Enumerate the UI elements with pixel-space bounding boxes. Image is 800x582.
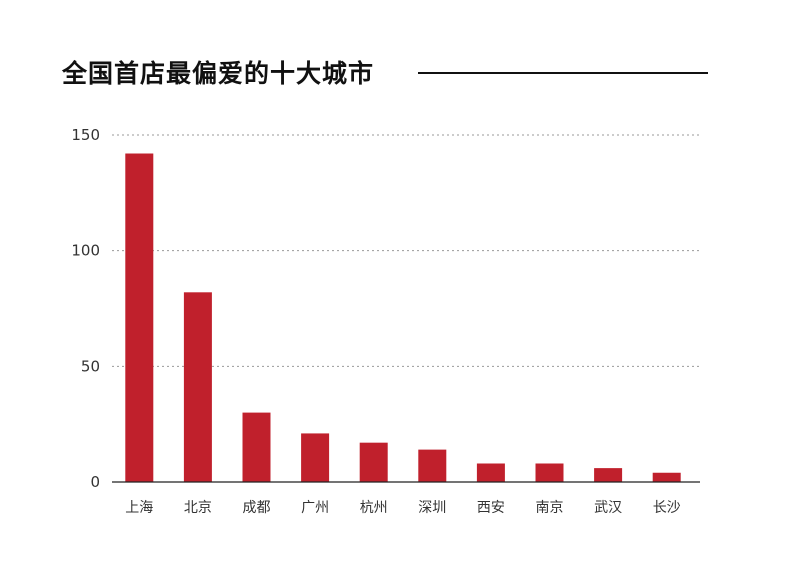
y-tick-label: 150 — [71, 126, 100, 144]
x-tick-label: 广州 — [301, 500, 329, 516]
bar — [183, 292, 212, 482]
y-tick-label: 100 — [71, 242, 100, 260]
gridlines — [112, 134, 700, 367]
x-tick-label: 深圳 — [418, 500, 446, 516]
x-tick-label: 杭州 — [360, 500, 388, 516]
chart-title: 全国首店最偏爱的十大城市 — [62, 59, 375, 88]
bar — [476, 463, 505, 482]
y-tick-label: 0 — [90, 473, 100, 491]
x-tick-label: 上海 — [125, 500, 153, 516]
bar — [418, 449, 447, 482]
y-axis-ticks: 0 50 100 150 — [71, 126, 100, 491]
bar — [359, 442, 388, 482]
x-tick-label: 西安 — [477, 500, 505, 516]
bars — [125, 153, 681, 483]
x-tick-label: 南京 — [536, 500, 564, 516]
x-tick-label: 武汉 — [594, 500, 622, 516]
bar — [535, 463, 564, 482]
x-tick-label: 长沙 — [653, 500, 681, 516]
x-axis-ticks: 上海 北京 成都 广州 杭州 深圳 西安 南京 武汉 长沙 — [125, 500, 680, 516]
bar — [652, 472, 681, 482]
y-tick-label: 50 — [81, 357, 100, 375]
bar — [301, 433, 330, 482]
x-tick-label: 北京 — [184, 500, 212, 516]
bar — [242, 412, 271, 482]
bar — [125, 153, 154, 483]
bar — [594, 468, 623, 482]
x-tick-label: 成都 — [243, 500, 271, 516]
title-rule — [418, 72, 708, 74]
